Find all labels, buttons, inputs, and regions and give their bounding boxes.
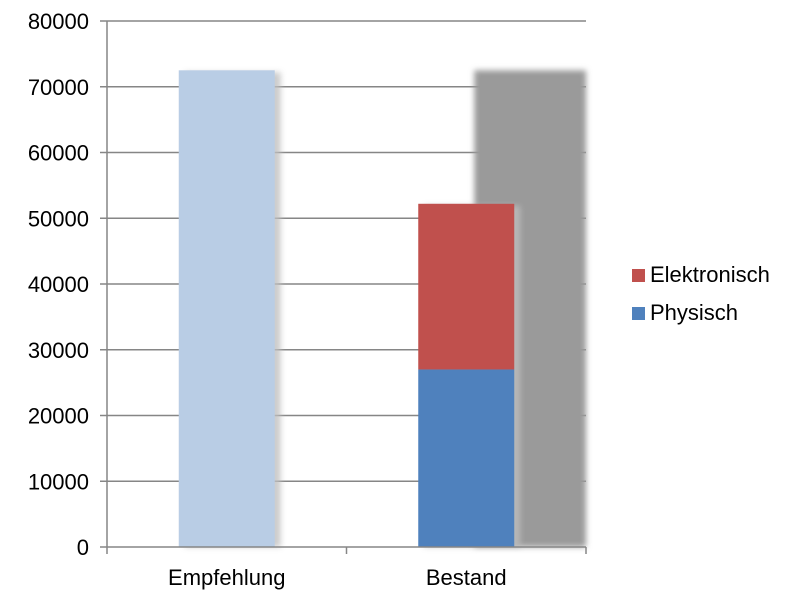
y-tick-label: 20000 <box>28 404 89 429</box>
legend-item-physisch: Physisch <box>632 300 770 326</box>
y-tick-label: 60000 <box>28 141 89 166</box>
bar-bestand-physisch <box>418 369 515 547</box>
y-tick-label: 40000 <box>28 272 89 297</box>
legend-swatch-physisch <box>632 306 645 320</box>
x-tick-label: Bestand <box>426 565 507 590</box>
legend-label-elektronisch: Elektronisch <box>650 262 770 287</box>
y-tick-label: 50000 <box>28 206 89 231</box>
x-tick-label: Empfehlung <box>168 565 285 590</box>
legend-item-elektronisch: Elektronisch <box>632 262 770 288</box>
y-tick-label: 80000 <box>28 9 89 34</box>
y-tick-label: 0 <box>77 535 89 560</box>
bar-bestand-elektronisch <box>418 203 515 370</box>
y-tick-label: 10000 <box>28 469 89 494</box>
y-tick-label: 30000 <box>28 338 89 363</box>
legend-label-physisch: Physisch <box>650 300 739 325</box>
bar-empfehlung <box>178 70 275 547</box>
y-tick-label: 70000 <box>28 75 89 100</box>
legend-swatch-elektronisch <box>632 268 645 282</box>
legend: Elektronisch Physisch <box>632 262 770 338</box>
